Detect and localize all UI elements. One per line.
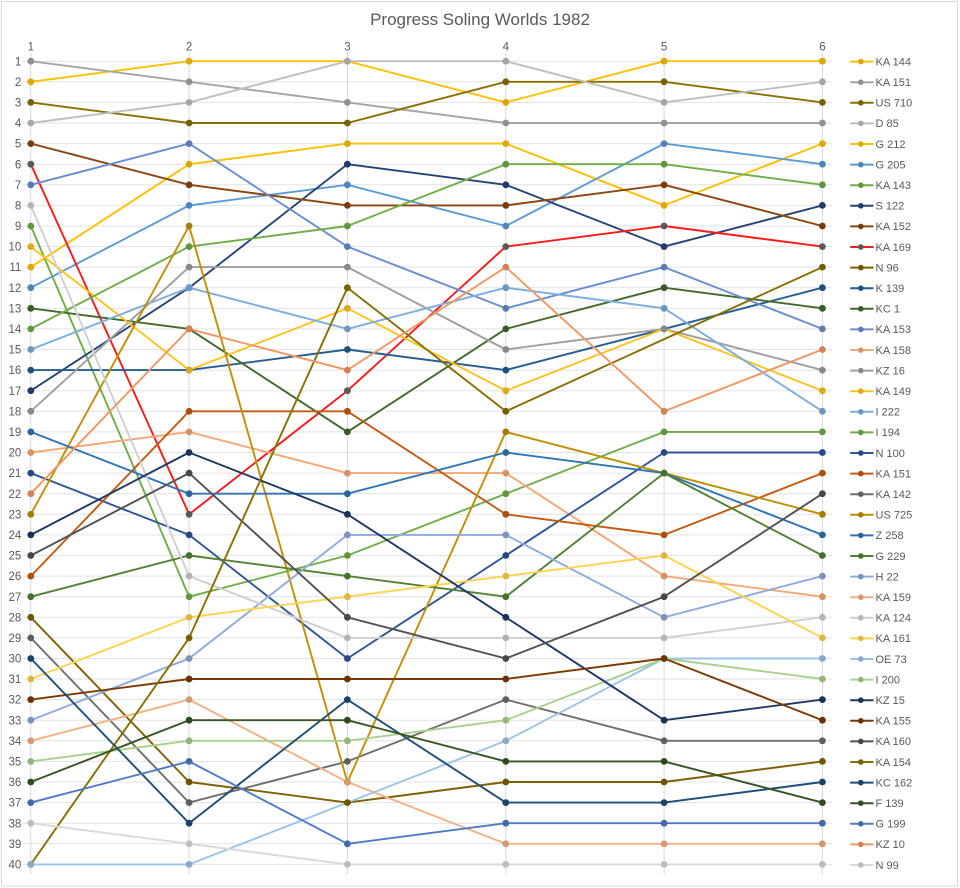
- svg-text:KZ 15: KZ 15: [876, 695, 905, 707]
- svg-text:1: 1: [15, 56, 21, 68]
- svg-text:KC 1: KC 1: [876, 304, 900, 316]
- svg-text:8: 8: [15, 201, 21, 213]
- svg-text:16: 16: [9, 365, 22, 377]
- svg-text:19: 19: [9, 427, 22, 439]
- svg-text:I 222: I 222: [876, 407, 900, 419]
- svg-text:9: 9: [15, 221, 21, 233]
- svg-text:KA 144: KA 144: [876, 56, 911, 68]
- svg-text:KA 142: KA 142: [876, 489, 911, 501]
- svg-text:27: 27: [9, 592, 22, 604]
- svg-text:30: 30: [9, 654, 22, 666]
- svg-text:N 100: N 100: [876, 448, 905, 460]
- svg-text:F 139: F 139: [876, 798, 904, 810]
- svg-text:KA 161: KA 161: [876, 633, 911, 645]
- svg-text:6: 6: [819, 42, 825, 54]
- svg-text:7: 7: [15, 180, 21, 192]
- svg-text:2: 2: [186, 42, 192, 54]
- svg-text:35: 35: [9, 757, 22, 769]
- svg-text:26: 26: [9, 571, 22, 583]
- svg-text:1: 1: [28, 42, 34, 54]
- svg-text:25: 25: [9, 551, 22, 563]
- svg-text:20: 20: [9, 448, 22, 460]
- svg-text:4: 4: [15, 118, 22, 130]
- svg-text:OE 73: OE 73: [876, 654, 907, 666]
- svg-text:KA 169: KA 169: [876, 242, 911, 254]
- svg-text:38: 38: [9, 818, 22, 830]
- svg-text:17: 17: [9, 386, 22, 398]
- svg-text:24: 24: [9, 530, 22, 542]
- svg-text:Z 258: Z 258: [876, 530, 904, 542]
- svg-text:KZ 16: KZ 16: [876, 365, 905, 377]
- svg-text:N 99: N 99: [876, 860, 899, 872]
- svg-text:KA 151: KA 151: [876, 77, 911, 89]
- svg-text:H 22: H 22: [876, 571, 899, 583]
- svg-text:13: 13: [9, 303, 22, 315]
- svg-text:23: 23: [9, 509, 22, 521]
- svg-text:Progress Soling Worlds 1982: Progress Soling Worlds 1982: [370, 10, 590, 29]
- svg-text:KA 152: KA 152: [876, 221, 911, 233]
- svg-text:K 139: K 139: [876, 283, 905, 295]
- svg-text:D 85: D 85: [876, 118, 899, 130]
- svg-text:34: 34: [9, 736, 22, 748]
- svg-text:4: 4: [503, 42, 510, 54]
- svg-text:12: 12: [9, 283, 22, 295]
- svg-text:3: 3: [344, 42, 350, 54]
- svg-text:11: 11: [9, 262, 21, 274]
- svg-text:KC 162: KC 162: [876, 777, 913, 789]
- svg-text:29: 29: [9, 633, 22, 645]
- svg-text:US 725: US 725: [876, 510, 913, 522]
- svg-text:32: 32: [9, 695, 22, 707]
- svg-text:22: 22: [9, 489, 22, 501]
- svg-text:14: 14: [9, 324, 22, 336]
- svg-text:KA 124: KA 124: [876, 613, 911, 625]
- svg-text:5: 5: [15, 139, 21, 151]
- svg-text:US 710: US 710: [876, 98, 913, 110]
- svg-text:28: 28: [9, 612, 22, 624]
- svg-text:10: 10: [9, 242, 22, 254]
- svg-text:39: 39: [9, 839, 22, 851]
- svg-text:37: 37: [9, 798, 22, 810]
- svg-text:KA 143: KA 143: [876, 180, 911, 192]
- svg-text:KZ 10: KZ 10: [876, 839, 905, 851]
- svg-text:G 205: G 205: [876, 159, 906, 171]
- svg-text:G 229: G 229: [876, 551, 906, 563]
- svg-text:G 212: G 212: [876, 139, 906, 151]
- svg-text:40: 40: [9, 860, 22, 872]
- svg-text:KA 159: KA 159: [876, 592, 911, 604]
- svg-text:5: 5: [661, 42, 667, 54]
- svg-text:21: 21: [9, 468, 22, 480]
- svg-text:31: 31: [9, 674, 22, 686]
- svg-text:KA 160: KA 160: [876, 736, 911, 748]
- svg-text:N 96: N 96: [876, 262, 899, 274]
- svg-text:15: 15: [9, 345, 22, 357]
- svg-text:I 194: I 194: [876, 427, 900, 439]
- svg-text:36: 36: [9, 777, 22, 789]
- svg-text:18: 18: [9, 406, 22, 418]
- svg-text:KA 158: KA 158: [876, 345, 911, 357]
- svg-text:I 200: I 200: [876, 674, 900, 686]
- svg-text:6: 6: [15, 159, 21, 171]
- svg-text:S 122: S 122: [876, 201, 905, 213]
- svg-text:G 199: G 199: [876, 819, 906, 831]
- svg-text:KA 154: KA 154: [876, 757, 911, 769]
- svg-text:KA 149: KA 149: [876, 386, 911, 398]
- svg-text:2: 2: [15, 77, 21, 89]
- svg-text:KA 153: KA 153: [876, 324, 911, 336]
- svg-text:KA 155: KA 155: [876, 716, 911, 728]
- svg-text:KA 151: KA 151: [876, 468, 911, 480]
- svg-text:3: 3: [15, 98, 21, 110]
- svg-text:33: 33: [9, 715, 22, 727]
